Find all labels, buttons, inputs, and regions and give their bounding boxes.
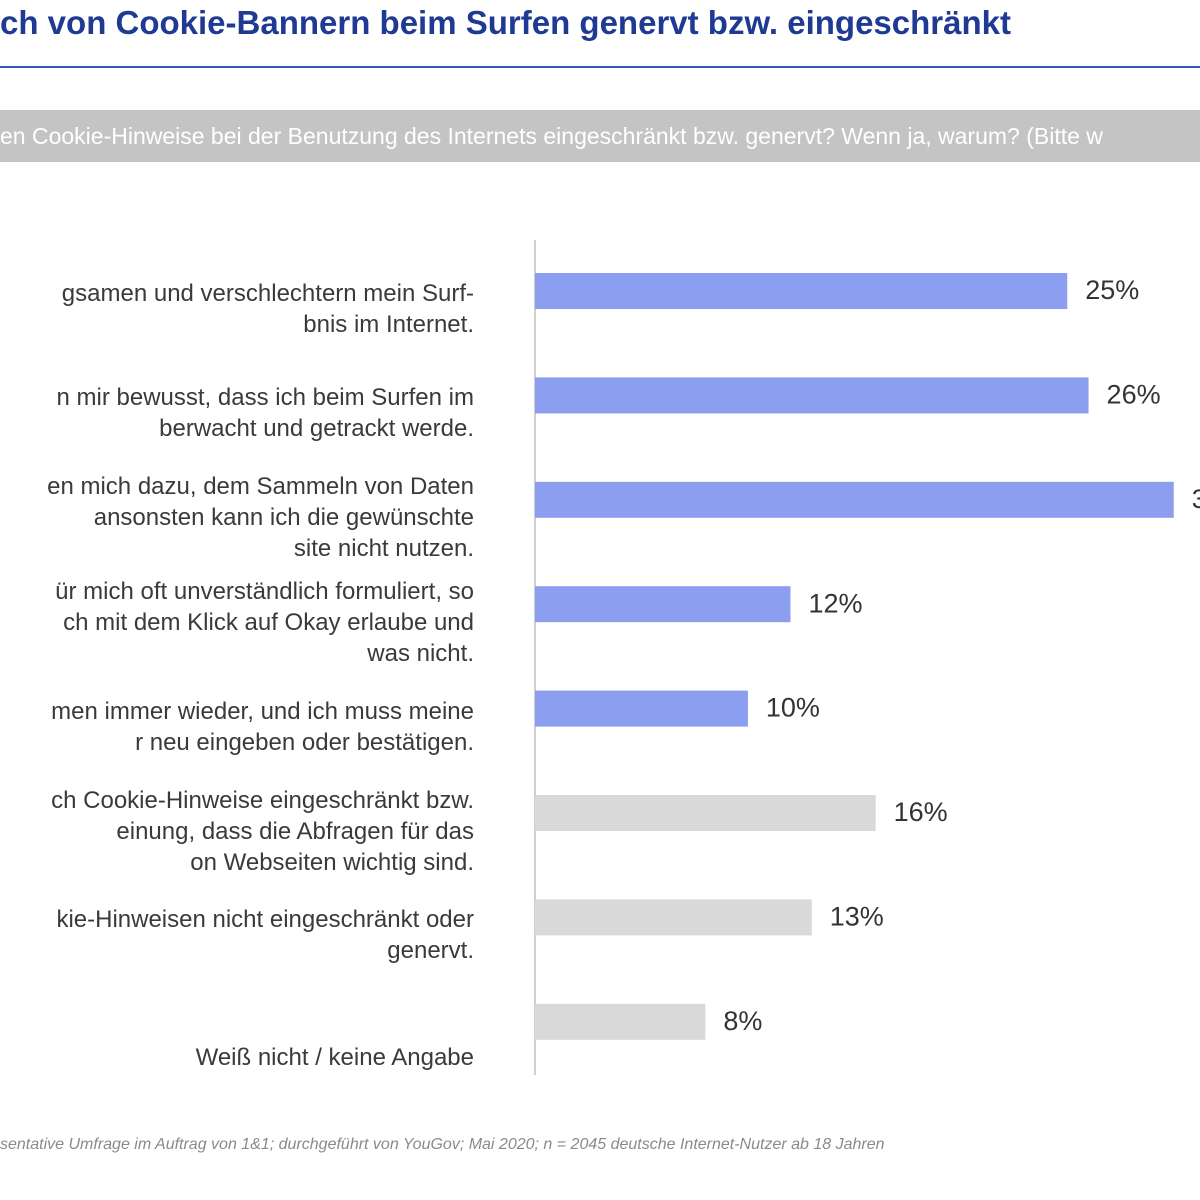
bar [535,481,1174,518]
category-label: gsamen und verschlechtern mein Surf- bni… [61,280,474,338]
value-label: 10% [766,693,820,723]
value-label: 12% [808,588,862,618]
subtitle: en Cookie-Hinweise bei der Benutzung des… [0,110,1200,162]
category-label: men immer wieder, und ich muss meine r n… [51,697,474,756]
category-label: en mich dazu, dem Sammeln von Daten anso… [47,473,474,563]
category-label: Weiß nicht / keine Angabe [195,1043,474,1071]
title: ch von Cookie-Bannern beim Surfen generv… [0,4,1011,41]
category-label: kie-Hinweisen nicht eingeschränkt oder g… [56,906,474,965]
category-label: ch Cookie-Hinweise eingeschränkt bzw. ei… [51,786,474,876]
bar [535,690,748,727]
title-rule [0,66,1200,68]
bar [535,899,812,936]
category-label: ür mich oft unverständlich formuliert, s… [55,577,474,667]
bar [535,1003,706,1040]
value-label: 16% [894,797,948,827]
bar [535,273,1068,309]
value-label: 30% [1192,484,1200,514]
value-label: 25% [1085,275,1139,305]
bar [535,586,791,623]
value-label: 13% [830,902,884,932]
value-label: 26% [1107,380,1161,410]
category-label: n mir bewusst, dass ich beim Surfen im b… [56,384,474,443]
bar [535,795,876,831]
footnote: sentative Umfrage im Auftrag von 1&1; du… [0,1136,885,1153]
value-label: 8% [723,1006,762,1036]
bar [535,377,1089,414]
